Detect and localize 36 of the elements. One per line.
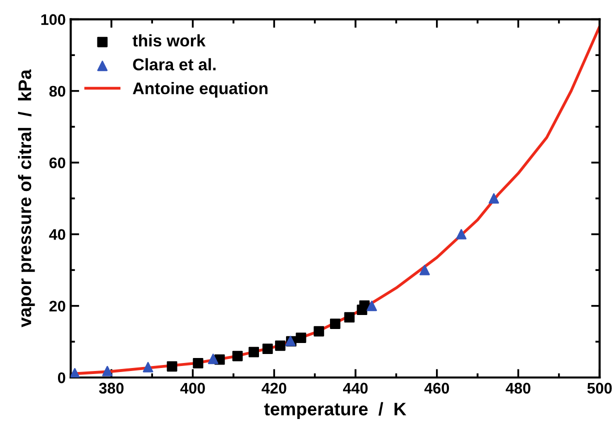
point <box>275 340 286 351</box>
legend-label: Clara et al. <box>133 58 216 70</box>
point <box>366 300 377 312</box>
point <box>70 368 80 378</box>
x-tick-label: 480 <box>506 382 530 394</box>
point <box>330 318 340 329</box>
x-tick-label: 440 <box>343 382 368 394</box>
y-tick-label: 80 <box>49 86 66 97</box>
point <box>208 354 218 364</box>
point <box>248 346 259 358</box>
y-tick-label: 20 <box>49 300 66 312</box>
y-tick-label: 60 <box>49 157 66 168</box>
y-tick-label: 40 <box>49 229 66 240</box>
x-tick-label: 420 <box>262 382 286 394</box>
point <box>456 229 466 240</box>
point <box>102 366 113 376</box>
point <box>192 358 204 368</box>
x-tick-label: 500 <box>587 382 612 394</box>
y-tick-label: 0 <box>58 372 66 384</box>
point <box>314 326 324 337</box>
point <box>262 344 273 354</box>
legend-label: Antoine equation <box>132 82 268 98</box>
y-tick-label: 100 <box>41 14 66 25</box>
point <box>232 350 243 362</box>
x-axis-title: temperature / K <box>264 402 406 420</box>
x-tick-label: 380 <box>99 382 124 394</box>
point <box>344 312 355 323</box>
y-axis-title: vapor pressure of citral / kPa <box>18 69 35 328</box>
point <box>166 361 178 372</box>
legend-label: this work <box>132 34 206 47</box>
x-tick-label: 460 <box>424 382 450 394</box>
x-tick-label: 400 <box>180 382 205 394</box>
point <box>296 332 306 343</box>
point <box>419 264 430 276</box>
point <box>488 193 500 204</box>
point <box>142 362 154 372</box>
